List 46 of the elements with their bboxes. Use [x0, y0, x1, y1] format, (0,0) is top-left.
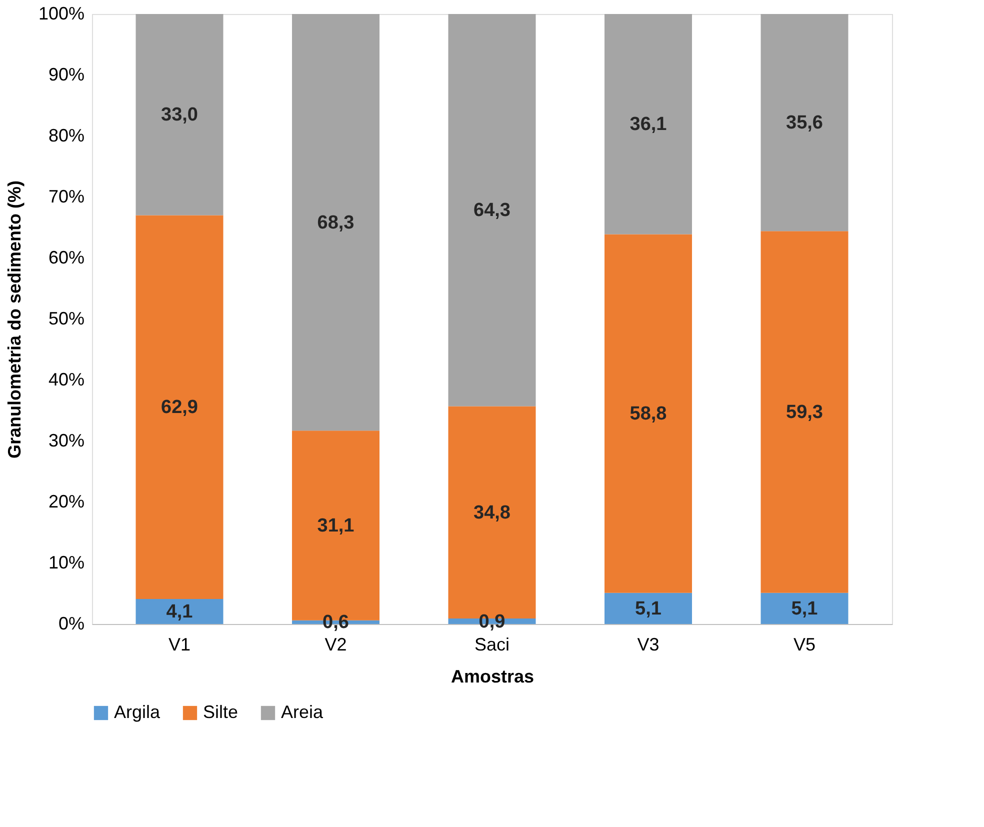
data-label: 58,8 — [630, 404, 667, 425]
y-tick-label: 0% — [58, 614, 84, 634]
y-tick-label: 90% — [48, 64, 84, 84]
bar — [448, 14, 536, 406]
legend-label: Areia — [281, 702, 324, 722]
y-tick-label: 30% — [48, 430, 84, 450]
bar — [292, 14, 380, 431]
y-tick-label: 10% — [48, 552, 84, 572]
x-tick-label: V2 — [324, 634, 347, 654]
data-label: 5,1 — [635, 598, 662, 620]
data-label: 0,6 — [322, 612, 349, 634]
data-label: 4,1 — [166, 601, 194, 622]
bar — [136, 598, 224, 624]
data-label: 36,1 — [630, 114, 668, 136]
legend-label: Silte — [203, 702, 238, 722]
data-label: 35,6 — [786, 112, 823, 134]
bar — [604, 234, 692, 593]
bar — [136, 14, 224, 216]
data-label: 62,9 — [161, 397, 198, 418]
x-tick-label: Saci — [474, 634, 510, 654]
x-tick-label: V5 — [793, 634, 816, 654]
y-axis-title: Granulometria do sedimento (%) — [4, 180, 24, 459]
bar — [760, 231, 848, 593]
data-label: 33,0 — [161, 104, 198, 126]
y-tick-label: 50% — [48, 308, 84, 328]
bar — [604, 592, 692, 624]
data-label: 59,3 — [786, 402, 823, 424]
x-tick-label: V1 — [168, 634, 191, 654]
data-label: 31,1 — [317, 515, 355, 536]
y-tick-label: 100% — [38, 4, 84, 24]
data-label: 64,3 — [474, 200, 510, 222]
bar — [136, 215, 224, 599]
data-label: 68,3 — [317, 212, 354, 234]
data-label: 34,8 — [474, 502, 510, 524]
x-tick-label: V3 — [637, 634, 660, 654]
legend-label: Argila — [114, 702, 162, 722]
bar — [760, 14, 848, 232]
y-tick-label: 70% — [48, 186, 84, 206]
y-tick-label: 80% — [48, 126, 84, 146]
x-axis-title: Amostras — [450, 666, 534, 686]
bar — [760, 592, 848, 624]
data-label: 5,1 — [791, 598, 818, 620]
y-tick-label: 40% — [48, 370, 84, 390]
y-tick-label: 20% — [48, 492, 84, 512]
bar — [604, 14, 692, 234]
y-tick-label: 60% — [48, 248, 84, 268]
